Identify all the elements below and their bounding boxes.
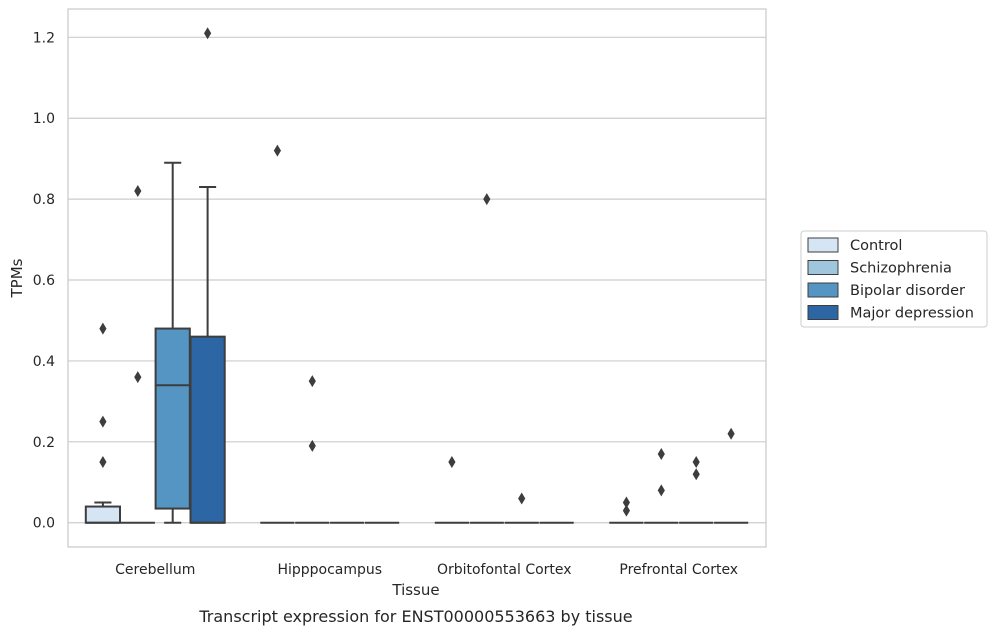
box-schizophrenia — [295, 375, 330, 524]
x-tick-label: Cerebellum — [115, 562, 195, 578]
box-major-depression — [189, 27, 226, 524]
outlier-point — [99, 456, 107, 469]
legend-swatch — [807, 260, 839, 275]
legend-label: Schizophrenia — [850, 261, 952, 277]
x-tick-label: Prefrontal Cortex — [619, 562, 738, 578]
outlier-point — [622, 504, 630, 517]
legend-swatch — [807, 305, 839, 320]
chart-caption: Transcript expression for ENST0000055366… — [198, 607, 632, 626]
box-bipolar-disorder — [154, 161, 191, 524]
outlier-point — [273, 144, 281, 157]
x-tick-label: Orbitofontal Cortex — [437, 562, 572, 578]
outlier-point — [657, 447, 665, 460]
y-tick-labels: 0.0 0.2 0.4 0.6 0.8 1.0 1.2 — [33, 30, 55, 531]
box-bipolar-disorder — [679, 456, 714, 524]
legend-swatch — [807, 282, 839, 298]
legend: Control Schizophrenia Bipolar disorder Majo… — [800, 230, 988, 328]
legend-label: Major depression — [850, 306, 974, 322]
outlier-point — [622, 496, 630, 509]
outlier-point — [99, 322, 107, 335]
y-tick-label: 0.8 — [33, 192, 55, 208]
outlier-point — [483, 193, 491, 206]
x-tick-label: Hipppocampus — [277, 562, 382, 578]
box-major-depression — [713, 427, 749, 524]
outlier-point — [727, 427, 735, 440]
box-bipolar-disorder — [504, 492, 539, 524]
outlier-point — [134, 185, 142, 198]
x-tick-labels: Cerebellum Hipppocampus Orbitofontal Corte… — [115, 562, 738, 578]
outlier-point — [448, 456, 456, 469]
outlier-point — [99, 415, 107, 428]
box-schizophrenia — [644, 447, 679, 524]
y-tick-label: 1.2 — [33, 30, 55, 46]
outlier-point — [204, 27, 212, 40]
outlier-point — [692, 468, 700, 481]
legend-swatch — [807, 237, 839, 253]
y-axis-title: TPMs — [8, 258, 26, 298]
boxes — [84, 27, 749, 524]
outlier-point — [518, 492, 526, 505]
box-body — [154, 327, 191, 510]
y-tick-label: 0.0 — [33, 516, 55, 532]
outlier-point — [308, 375, 316, 388]
outlier-point — [657, 484, 665, 497]
legend-label: Control — [850, 238, 902, 254]
box-control — [260, 144, 295, 524]
legend-label: Bipolar disorder — [850, 283, 965, 299]
y-tick-label: 0.6 — [33, 273, 55, 289]
legend-frame — [800, 230, 988, 328]
y-tick-label: 0.4 — [33, 354, 55, 370]
box-schizophrenia — [469, 193, 504, 524]
box-schizophrenia — [120, 185, 155, 524]
y-tick-label: 1.0 — [33, 111, 55, 127]
box-body — [189, 335, 226, 524]
plot-frame — [67, 8, 767, 548]
box-control — [84, 322, 122, 524]
box-control — [434, 456, 470, 524]
x-axis-title: Tissue — [391, 581, 439, 599]
outlier-point — [134, 371, 142, 384]
box-body — [84, 505, 122, 524]
outlier-point — [692, 456, 700, 469]
outlier-point — [308, 439, 316, 452]
box-control — [609, 496, 644, 524]
y-tick-label: 0.2 — [33, 435, 55, 451]
